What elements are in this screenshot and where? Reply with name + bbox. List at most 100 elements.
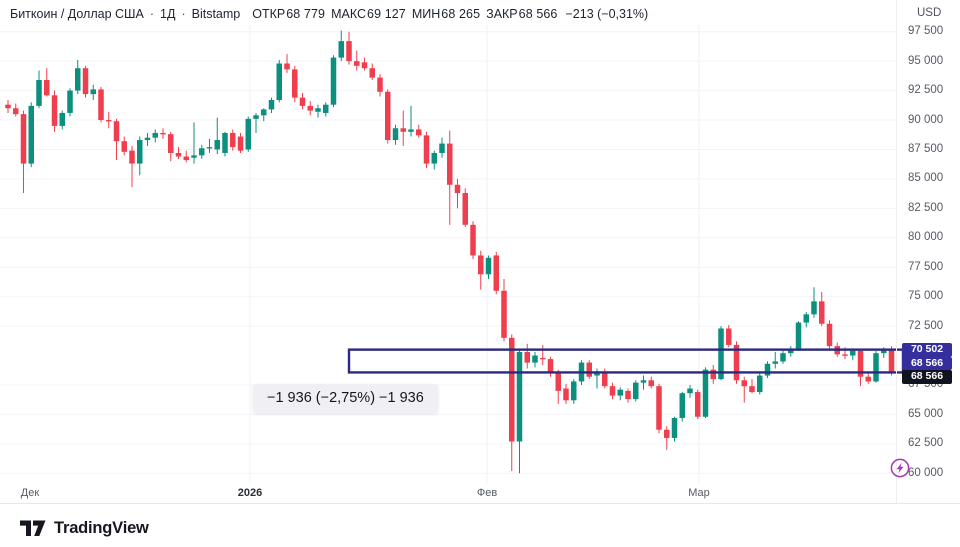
candle-body — [478, 255, 484, 275]
price-tick-label: 75 000 — [908, 290, 944, 303]
symbol-name[interactable]: Биткоин / Доллар США — [10, 7, 144, 21]
candle-body — [811, 301, 817, 315]
candle-body — [330, 57, 337, 105]
candle-body — [540, 357, 546, 360]
candle-body — [586, 362, 592, 377]
candle-body — [757, 375, 763, 393]
candle-body — [710, 369, 716, 380]
candle-body — [501, 290, 507, 338]
candle-body — [361, 62, 368, 69]
candle-body — [338, 41, 344, 58]
candle-body — [284, 63, 290, 70]
candle-body — [702, 369, 709, 417]
price-scale-currency[interactable]: USD — [917, 7, 942, 19]
time-tick-label: Дек — [20, 487, 40, 499]
range-box[interactable] — [347, 348, 905, 374]
price-tick-label: 92 500 — [908, 84, 944, 97]
range-box-top-price-label: 70 502 — [902, 343, 952, 357]
legend-separator: · — [149, 7, 155, 21]
candle-body — [826, 323, 833, 347]
candle-body — [671, 417, 678, 438]
candle-body — [485, 257, 492, 275]
candle-body — [772, 361, 778, 364]
candle-body — [90, 89, 96, 95]
price-scale[interactable]: USD 97 500 95 000 92 500 90 000 87 500 85 000… — [897, 0, 960, 503]
candle-body — [795, 322, 802, 349]
candle-body — [75, 68, 81, 91]
candle-body — [602, 372, 608, 387]
boost-lightning-icon[interactable] — [889, 457, 911, 479]
ohlc-high: МАКС69 127 — [331, 7, 406, 21]
candle-body — [749, 386, 755, 393]
candle-body — [106, 120, 112, 122]
price-tick-label: 87 500 — [908, 142, 944, 155]
low-value: 68 265 — [441, 7, 481, 21]
candle-body — [764, 363, 771, 376]
price-tick-label: 77 500 — [908, 260, 944, 273]
candle-body — [13, 108, 19, 115]
candle-body — [439, 143, 445, 153]
candle-body — [354, 61, 360, 66]
candle-body — [44, 79, 50, 96]
candle-body — [183, 156, 189, 161]
candle-body — [493, 255, 499, 291]
candle-body — [113, 121, 120, 142]
tradingview-logo-text: TradingView — [54, 519, 149, 537]
ohlc-open: ОТКР68 779 — [252, 7, 325, 21]
price-tick-label: 95 000 — [908, 54, 944, 67]
tradingview-logo[interactable]: TradingView — [20, 517, 149, 540]
candle-body — [191, 155, 197, 158]
candle-body — [98, 89, 104, 121]
candle-body — [222, 132, 228, 153]
candle-body — [695, 392, 701, 417]
tradingview-logo-icon — [20, 520, 46, 536]
exchange-label[interactable]: Bitstamp — [191, 7, 241, 21]
price-tick-label: 82 500 — [908, 201, 944, 214]
price-tick-label: 65 000 — [908, 407, 944, 420]
high-label: МАКС — [331, 7, 367, 21]
candle-body — [842, 354, 848, 356]
open-value: 68 779 — [286, 7, 326, 21]
candle-body — [5, 104, 11, 109]
time-tick-label: Мар — [688, 487, 710, 499]
candle-body — [160, 132, 166, 135]
candle-body — [230, 132, 236, 148]
candle-body — [726, 328, 732, 345]
candle-body — [656, 386, 662, 430]
candle-body — [237, 136, 244, 151]
candle-body — [292, 69, 298, 98]
candle-body — [36, 79, 42, 106]
time-tick-label: Фев — [476, 487, 498, 499]
candle-body — [873, 353, 879, 382]
pane-border-right — [896, 0, 897, 503]
last-price-label: 68 566 — [902, 370, 952, 384]
candle-body — [315, 108, 321, 112]
candle-body — [261, 109, 267, 116]
candle-body — [199, 148, 205, 156]
candle-body — [780, 353, 786, 362]
candle-body — [881, 349, 887, 354]
candle-body — [509, 337, 515, 442]
candle-body — [788, 348, 794, 354]
candle-body — [206, 147, 213, 149]
interval-label[interactable]: 1Д — [160, 7, 176, 21]
candle-body — [369, 68, 375, 78]
price-tick-label: 80 000 — [908, 231, 944, 244]
candle-body — [59, 112, 65, 126]
close-value: 68 566 — [518, 7, 558, 21]
candle-body — [168, 134, 174, 153]
close-label: ЗАКР — [486, 7, 518, 21]
candle-body — [625, 390, 631, 400]
candle-body — [555, 373, 561, 391]
candle-body — [741, 380, 747, 387]
range-box-bottom-price-label: 68 566 — [902, 356, 952, 370]
candle-body — [462, 193, 468, 225]
candle-body — [51, 95, 58, 126]
measurement-tooltip: −1 936 (−2,75%) −1 936 — [253, 384, 438, 413]
candle-body — [67, 90, 73, 113]
candle-body — [175, 152, 182, 157]
candle-body — [633, 382, 639, 400]
legend-separator: · — [181, 7, 186, 21]
time-scale[interactable]: Дек 2026 Фев Мар — [0, 484, 896, 503]
